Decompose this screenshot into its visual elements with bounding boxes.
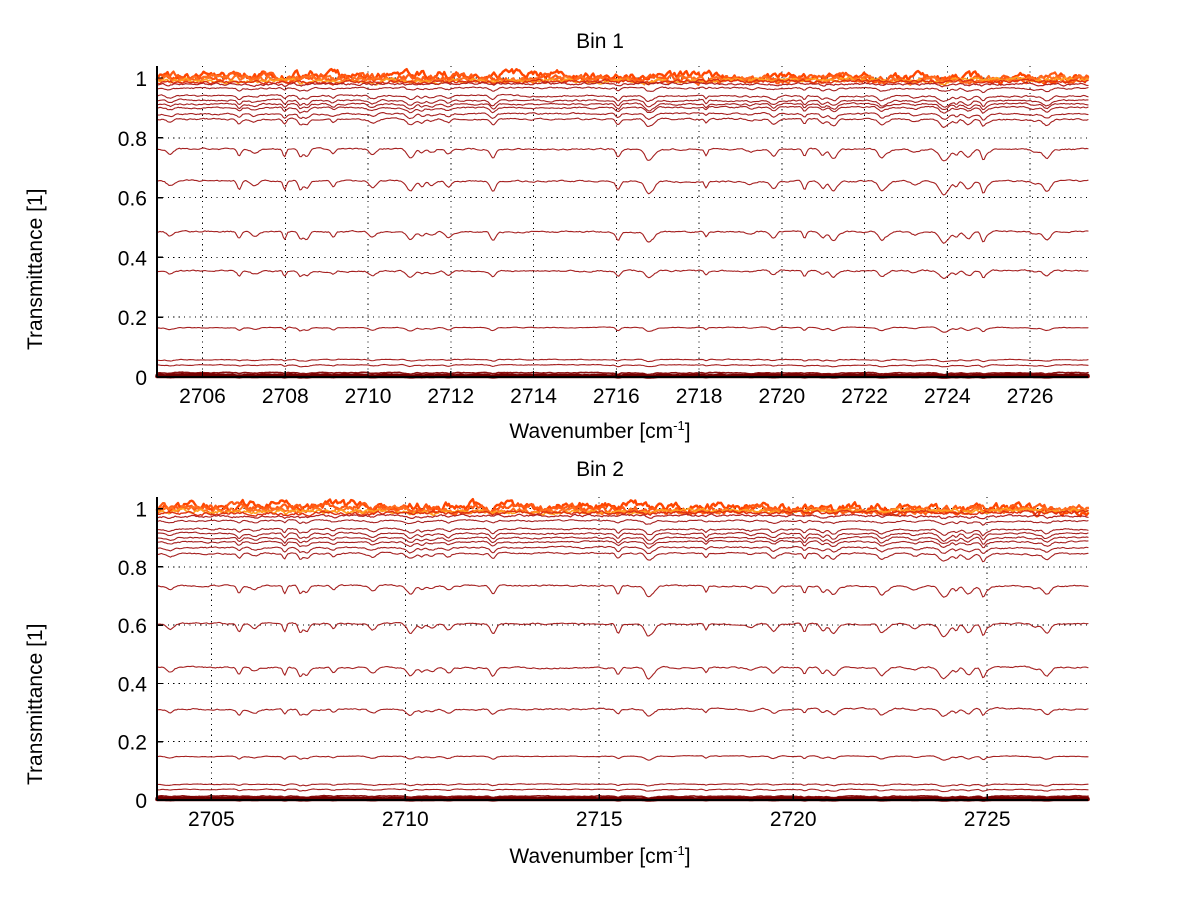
x-tick-label: 2718 (676, 385, 723, 408)
x-tick-label: 2712 (427, 385, 474, 408)
x-tick-label: 2725 (964, 808, 1011, 831)
x-tick-label: 2715 (576, 808, 623, 831)
y-tick-label: 0.2 (118, 307, 147, 330)
x-axis-label-bin-2: Wavenumber [cm-1] (0, 843, 1200, 869)
x-axis-label-text: Wavenumber [cm (509, 420, 674, 443)
x-tick-label: 2720 (770, 808, 817, 831)
plot-area-bin-1: 2706 2708 2710 2712 2714 2716 2718 2720 2722 2724… (118, 66, 1090, 408)
plot-area-bin-2: 2705 2710 2715 2720 2725 0 0.2 0.4 0.6 0.8 1 (118, 497, 1090, 831)
x-tick-label: 2706 (179, 385, 226, 408)
x-tick-label: 2724 (924, 385, 971, 408)
y-tick-label: 0.8 (118, 128, 147, 151)
y-tick-label: 0.4 (118, 673, 148, 696)
x-tick-label: 2716 (593, 385, 640, 408)
panel-title-bin-1: Bin 1 (576, 30, 624, 53)
x-tick-label: 2720 (758, 385, 805, 408)
x-tick-label: 2722 (841, 385, 888, 408)
x-axis-label-bin-1: Wavenumber [cm-1] (0, 418, 1200, 444)
y-tick-label: 0.4 (118, 247, 148, 270)
x-tick-label: 2726 (1007, 385, 1054, 408)
x-tick-label: 2708 (262, 385, 309, 408)
y-tick-label: 0.8 (118, 557, 147, 580)
y-tick-label: 1 (135, 68, 147, 91)
x-tick-label: 2710 (382, 808, 429, 831)
y-tick-label: 0.6 (118, 615, 147, 638)
x-tick-label: 2705 (188, 808, 235, 831)
x-tick-label: 2714 (510, 385, 557, 408)
x-axis-label-bracket: ] (684, 420, 691, 443)
x-axis-label-text: Wavenumber [cm (509, 845, 674, 868)
x-tick-label: 2710 (345, 385, 392, 408)
y-tick-label: 0 (135, 367, 147, 390)
y-tick-label: 1 (135, 499, 147, 522)
x-axis-label-exponent: -1 (673, 843, 685, 858)
panel-bin-1: Bin 1 Transmittance [1] 2706 2708 2710 2712… (0, 30, 1200, 444)
panel-bin-2: Bin 2 Transmittance [1] 2705 2710 2715 2720… (0, 440, 1200, 901)
x-axis-label-exponent: -1 (673, 418, 685, 433)
y-tick-label: 0.2 (118, 732, 147, 755)
x-axis-label-bracket: ] (684, 845, 691, 868)
panel-title-bin-2: Bin 2 (576, 458, 624, 481)
y-tick-label: 0 (135, 790, 147, 813)
y-tick-label: 0.6 (118, 188, 147, 211)
